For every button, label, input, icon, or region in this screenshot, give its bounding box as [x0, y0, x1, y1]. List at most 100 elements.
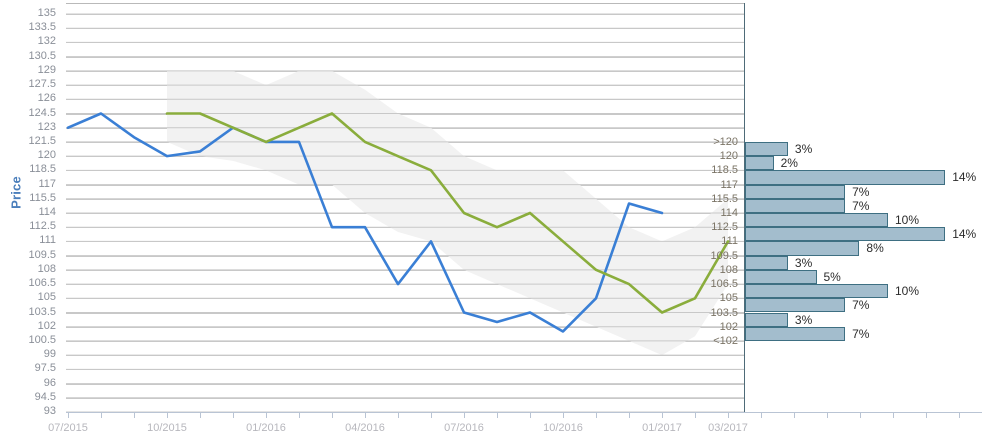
histogram-bar-value: 10%	[895, 284, 920, 299]
x-axis-tick	[365, 413, 366, 418]
x-axis-tick	[299, 413, 300, 418]
gridline	[66, 14, 744, 15]
histogram-bin-label: >120	[713, 135, 738, 148]
histogram-bin-label: 120	[719, 150, 738, 163]
x-axis-tick	[662, 413, 663, 418]
histogram-bar[interactable]	[745, 141, 788, 157]
gridline	[66, 326, 744, 328]
gridline	[66, 383, 744, 385]
gridline	[66, 340, 744, 342]
histogram-baseline-axis	[744, 3, 745, 413]
x-axis-tick	[101, 413, 102, 418]
x-axis-tick	[200, 413, 201, 418]
y-axis-tick-label: 135	[37, 7, 56, 19]
y-axis-tick-label: 121.5	[28, 134, 56, 147]
gridline	[66, 312, 744, 314]
y-axis-tick-label: 114	[38, 206, 56, 218]
x-axis-tick	[167, 413, 168, 418]
histogram-bar[interactable]	[745, 184, 846, 199]
gridline	[66, 255, 744, 257]
y-axis-tick-label: 112.5	[29, 220, 56, 233]
histogram-bar[interactable]	[745, 255, 788, 270]
histogram-bin-label: 115.5	[711, 192, 738, 205]
histogram-bar-value: 3%	[794, 255, 813, 270]
gridline	[66, 241, 744, 243]
y-axis-tick-label: 93	[43, 405, 56, 417]
histogram-bar[interactable]	[745, 170, 946, 185]
x-axis-tick-label: 04/2016	[345, 422, 385, 434]
x-axis-tick	[761, 413, 762, 418]
gridline	[66, 284, 744, 286]
x-axis-tick	[596, 413, 597, 418]
x-axis-tick	[827, 413, 828, 418]
histogram-bar[interactable]	[745, 312, 788, 327]
histogram-bar[interactable]	[745, 326, 846, 341]
y-axis-right-ticks: >120 120 118.5 117 115.5 114 112.5 111 109.5 108 1…	[660, 0, 742, 438]
histogram-bar-value: 7%	[852, 198, 870, 213]
x-axis-tick	[266, 413, 267, 418]
x-axis-tick	[794, 413, 795, 418]
y-axis-tick-label: 133.5	[28, 21, 56, 34]
y-axis-tick-label: 118.5	[29, 163, 56, 176]
histogram-bar[interactable]	[745, 269, 817, 285]
histogram-bin-label: 106.5	[710, 278, 738, 291]
histogram-bar-value: 10%	[895, 213, 920, 227]
x-axis-tick-label: 03/2017	[708, 422, 748, 434]
x-axis-tick-label: 07/2015	[48, 422, 88, 434]
histogram-bin-label: 105	[719, 292, 738, 305]
histogram-bar[interactable]	[745, 156, 774, 171]
y-axis-tick-label: 108	[37, 262, 56, 275]
histogram-bar-value: 8%	[866, 241, 884, 256]
gridline	[66, 227, 744, 229]
gridline	[66, 56, 744, 58]
histogram-bin-label: 108	[719, 263, 738, 276]
x-axis-tick	[497, 413, 498, 418]
y-axis-tick-label: 96	[43, 376, 56, 389]
y-axis-tick-label: 111	[39, 234, 56, 247]
y-axis-tick-label: 99	[43, 348, 56, 361]
plot-top-border	[66, 3, 744, 4]
x-axis-tick	[926, 413, 927, 418]
histogram-bar[interactable]	[745, 298, 846, 313]
gridline	[66, 99, 744, 101]
histogram-bar[interactable]	[745, 241, 860, 256]
histogram-bar[interactable]	[745, 284, 888, 299]
gridline	[66, 70, 744, 72]
x-axis-tick	[893, 413, 894, 418]
x-axis-tick	[530, 413, 531, 418]
y-axis-tick-label: 105	[37, 291, 56, 304]
y-axis-tick-label: 129	[37, 63, 56, 76]
y-axis-tick-label: 132	[37, 35, 56, 48]
histogram-bin-label: 102	[719, 320, 738, 333]
y-axis-tick-label: 106.5	[28, 277, 56, 290]
histogram-bar-value: 7%	[852, 298, 870, 313]
y-axis-tick-label: 123	[37, 120, 56, 133]
y-axis-tick-label: 130.5	[28, 49, 56, 62]
y-axis-tick-label: 102	[37, 319, 56, 332]
y-axis-tick-label: 126	[37, 92, 56, 105]
gridline	[66, 213, 744, 214]
histogram-bar[interactable]	[745, 198, 846, 213]
x-axis-tick-label: 07/2016	[444, 422, 484, 434]
y-axis-tick-label: 120	[37, 149, 56, 162]
y-axis-tick-label: 94.5	[34, 390, 56, 403]
gridline	[66, 156, 744, 158]
histogram-bar[interactable]	[745, 227, 946, 242]
x-axis-tick	[563, 413, 564, 418]
gridline	[66, 127, 744, 129]
x-axis-tick	[860, 413, 861, 418]
gridline	[66, 298, 744, 300]
histogram-bar-value: 14%	[952, 170, 977, 185]
x-axis-tick	[464, 413, 465, 418]
y-axis-tick-label: 103.5	[28, 305, 56, 318]
histogram-bin-label: 103.5	[710, 306, 738, 319]
gridline	[66, 269, 744, 271]
gridline	[66, 28, 744, 30]
gridline	[66, 198, 744, 200]
y-axis-tick-label: 97.5	[34, 362, 56, 375]
histogram-bar-value: 7%	[852, 326, 870, 341]
y-axis-tick-label: 127.5	[28, 78, 56, 91]
histogram-bar[interactable]	[745, 213, 888, 228]
gridline	[66, 170, 744, 172]
